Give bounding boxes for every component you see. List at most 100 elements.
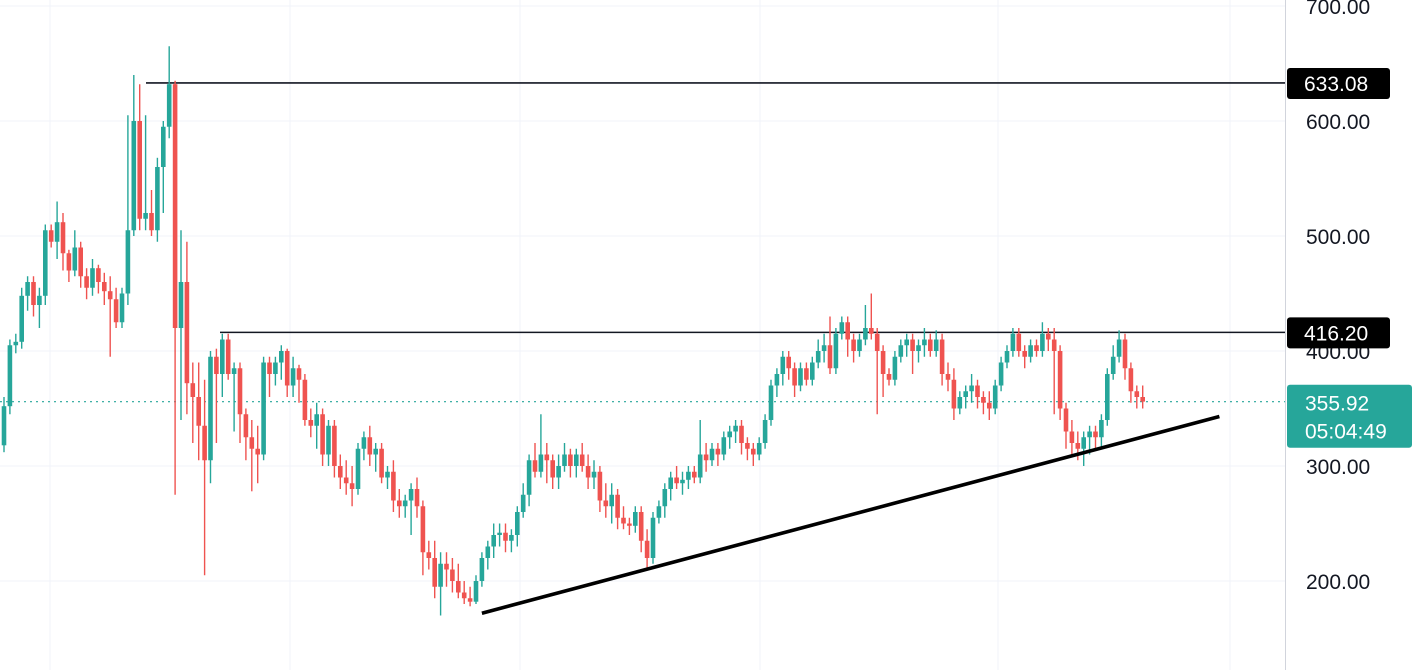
candle (237, 362, 243, 443)
candle-body (385, 471, 390, 478)
candle (119, 287, 125, 328)
candle-body (296, 368, 302, 380)
candle (48, 224, 54, 248)
candle-body (143, 213, 148, 219)
candle (1093, 425, 1098, 449)
candle-body (113, 299, 119, 323)
price-tags: 633.08 416.20 355.92 05:04:49 (1287, 67, 1412, 448)
candle (827, 316, 833, 374)
candle (1010, 328, 1016, 357)
candle-body (1016, 333, 1022, 351)
candle (367, 425, 373, 466)
candle-body (804, 368, 809, 380)
candle (385, 466, 390, 489)
candle (107, 276, 113, 357)
candle (650, 512, 656, 564)
candle (296, 364, 302, 403)
candle (420, 500, 426, 576)
candle (125, 115, 131, 305)
candles-layer (1, 46, 1145, 616)
candle-body (426, 552, 432, 558)
candle-body (745, 443, 750, 449)
candle (933, 330, 939, 357)
candle-body (473, 581, 479, 602)
candle (161, 121, 166, 213)
candle-body (290, 368, 296, 386)
candle-body (119, 293, 125, 323)
candle (438, 552, 443, 616)
candle-body (574, 454, 579, 466)
current-price-tag-background (1287, 384, 1412, 448)
candle-body (66, 253, 72, 271)
candle (904, 333, 909, 357)
candle (373, 443, 378, 472)
candle (503, 523, 508, 553)
candle-body (869, 328, 874, 334)
candle (963, 385, 968, 409)
candle (196, 362, 201, 461)
candle (727, 425, 732, 449)
candle-body (910, 339, 915, 351)
candle-body (231, 368, 237, 374)
candle-body (54, 222, 60, 242)
candle (762, 414, 768, 449)
candle (113, 287, 119, 328)
candle-body (438, 563, 443, 587)
candle-body (196, 397, 201, 426)
candle (261, 356, 266, 461)
candle-body (662, 489, 668, 507)
candle-body (762, 420, 768, 443)
candle-body (721, 437, 727, 455)
candle-body (96, 268, 101, 282)
candle (1004, 345, 1010, 369)
candle-body (1093, 431, 1098, 438)
candle-body (945, 374, 951, 380)
candle (597, 466, 603, 512)
candle-body (131, 121, 137, 231)
candle-body (615, 494, 620, 518)
candle-body (1063, 408, 1069, 432)
candle-body (60, 222, 66, 254)
candle-body (874, 333, 880, 351)
candle (190, 362, 196, 443)
candle-body (1075, 443, 1081, 449)
candle (992, 379, 998, 415)
candle (273, 356, 278, 386)
candle-body (225, 339, 231, 374)
candle-body (509, 535, 514, 541)
candle-body (349, 483, 355, 489)
candle-body (172, 84, 178, 328)
candle-body (367, 437, 373, 455)
candle (1099, 414, 1104, 449)
candle-body (845, 322, 850, 340)
candle-body (532, 460, 538, 472)
candle (568, 448, 573, 478)
candle (615, 489, 620, 530)
candle (284, 348, 290, 397)
candle (25, 276, 30, 311)
candle (361, 431, 367, 461)
candle-body (680, 479, 685, 484)
candle-body (963, 391, 968, 397)
candle (733, 420, 738, 443)
candle-body (491, 535, 496, 547)
candle (939, 333, 945, 386)
candle-body (768, 385, 774, 420)
candle-body (562, 454, 567, 466)
candle-body (568, 454, 573, 466)
candle (19, 287, 24, 349)
candle-body (638, 512, 644, 541)
candle-body (13, 341, 19, 346)
candle (1128, 362, 1134, 403)
candle-body (544, 454, 550, 461)
candle-body (538, 454, 544, 472)
candle-body (202, 425, 207, 461)
candle (839, 316, 845, 340)
candle (562, 443, 567, 472)
candle (981, 391, 986, 415)
candle (638, 506, 644, 553)
candle-body (697, 454, 703, 478)
candle-body (792, 368, 797, 386)
